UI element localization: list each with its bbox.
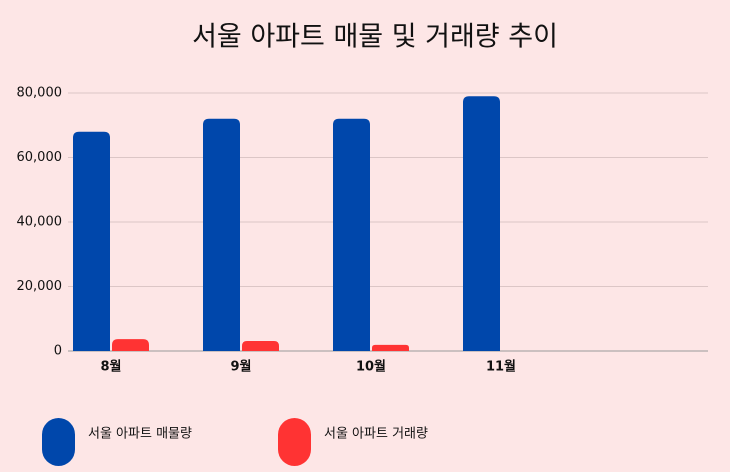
bar (333, 118, 370, 351)
chart-title: 서울 아파트 매물 및 거래량 추이 (192, 22, 558, 53)
x-tick-label: 10월 (356, 359, 386, 375)
x-tick-label: 11월 (486, 359, 516, 375)
legend-swatch (278, 418, 311, 466)
y-tick-label: 60,000 (17, 150, 63, 165)
legend-label: 서울 아파트 매물량 (88, 427, 192, 442)
bar (372, 344, 409, 351)
x-tick-label: 8월 (100, 359, 121, 375)
bar (242, 341, 279, 351)
y-tick-label: 20,000 (17, 279, 63, 294)
x-tick-label: 9월 (230, 359, 251, 375)
legend-label: 서울 아파트 거래량 (324, 427, 428, 442)
bar (112, 339, 149, 351)
legend-swatch (42, 418, 75, 466)
y-tick-label: 0 (54, 344, 62, 359)
y-tick-label: 40,000 (17, 215, 63, 230)
y-tick-label: 80,000 (17, 86, 63, 101)
bar (203, 118, 240, 351)
bar (463, 96, 500, 351)
bar (73, 131, 110, 351)
